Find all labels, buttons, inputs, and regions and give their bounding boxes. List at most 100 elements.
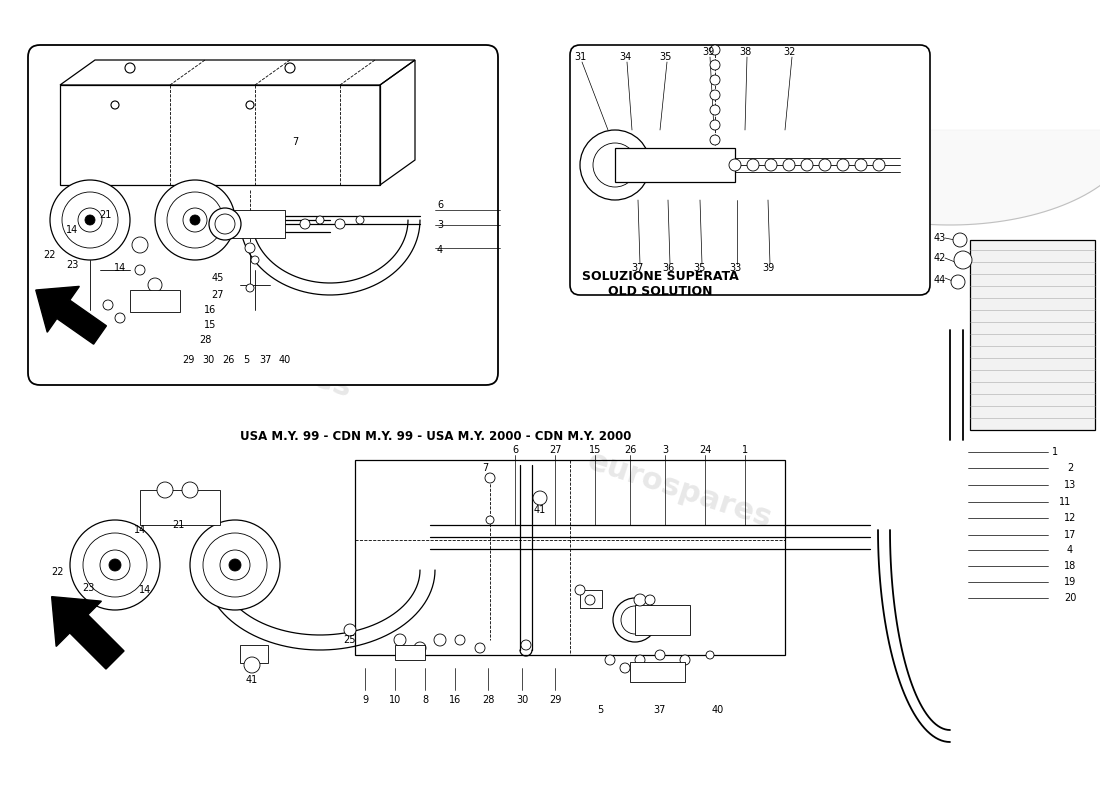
Text: 6: 6: [437, 200, 443, 210]
Circle shape: [645, 595, 654, 605]
Circle shape: [521, 640, 531, 650]
Circle shape: [837, 159, 849, 171]
Bar: [130, 290, 180, 312]
Circle shape: [434, 634, 446, 646]
Bar: [230, 210, 285, 238]
Circle shape: [952, 275, 965, 289]
Circle shape: [62, 192, 118, 248]
Circle shape: [953, 233, 967, 247]
Circle shape: [111, 101, 119, 109]
Text: 6: 6: [512, 445, 518, 455]
Circle shape: [710, 45, 720, 55]
Text: 41: 41: [246, 675, 258, 685]
Text: 7: 7: [292, 137, 298, 147]
Circle shape: [873, 159, 886, 171]
Circle shape: [82, 533, 147, 597]
Text: 20: 20: [1064, 593, 1076, 603]
Bar: [630, 662, 685, 682]
Polygon shape: [764, 130, 1100, 225]
Circle shape: [50, 180, 130, 260]
Text: 21: 21: [99, 210, 111, 220]
Text: eurospares: eurospares: [164, 317, 356, 403]
Text: 3: 3: [437, 220, 443, 230]
Text: eurospares: eurospares: [584, 446, 776, 534]
Text: 38: 38: [739, 47, 751, 57]
Circle shape: [190, 215, 200, 225]
Circle shape: [593, 143, 637, 187]
Text: 37: 37: [258, 355, 272, 365]
Circle shape: [167, 192, 223, 248]
Circle shape: [229, 559, 241, 571]
Circle shape: [475, 643, 485, 653]
Text: 34: 34: [619, 52, 631, 62]
Text: 3: 3: [662, 445, 668, 455]
Circle shape: [85, 215, 95, 225]
Text: eurospares: eurospares: [164, 111, 356, 198]
Text: 21: 21: [172, 520, 184, 530]
Circle shape: [710, 120, 720, 130]
Text: 14: 14: [134, 525, 146, 535]
Circle shape: [251, 256, 258, 264]
Circle shape: [246, 101, 254, 109]
Bar: [580, 590, 602, 608]
Text: 26: 26: [624, 445, 636, 455]
Text: 5: 5: [597, 705, 603, 715]
Text: 32: 32: [784, 47, 796, 57]
Circle shape: [620, 663, 630, 673]
Text: 18: 18: [1064, 561, 1076, 571]
Circle shape: [801, 159, 813, 171]
FancyBboxPatch shape: [28, 45, 498, 385]
Circle shape: [125, 63, 135, 73]
Text: 25: 25: [343, 635, 356, 645]
Bar: [970, 240, 1094, 430]
Circle shape: [486, 516, 494, 524]
Text: 33: 33: [729, 263, 741, 273]
Bar: [140, 490, 220, 525]
Circle shape: [190, 520, 280, 610]
Text: 45: 45: [212, 273, 224, 283]
Circle shape: [613, 598, 657, 642]
Circle shape: [103, 300, 113, 310]
Text: 30: 30: [516, 695, 528, 705]
Circle shape: [605, 655, 615, 665]
Text: 40: 40: [279, 355, 292, 365]
Circle shape: [729, 159, 741, 171]
Circle shape: [100, 550, 130, 580]
Circle shape: [710, 105, 720, 115]
Circle shape: [783, 159, 795, 171]
Circle shape: [214, 214, 235, 234]
Circle shape: [285, 63, 295, 73]
Text: 44: 44: [934, 275, 946, 285]
Circle shape: [132, 237, 148, 253]
Bar: [635, 605, 690, 635]
Text: 14: 14: [139, 585, 151, 595]
Bar: [395, 645, 425, 660]
Circle shape: [580, 130, 650, 200]
Text: 1: 1: [741, 445, 748, 455]
Circle shape: [155, 180, 235, 260]
Circle shape: [635, 655, 645, 665]
Text: 15: 15: [204, 320, 217, 330]
Circle shape: [109, 559, 121, 571]
Text: 11: 11: [1059, 497, 1071, 507]
Text: 13: 13: [1064, 480, 1076, 490]
Circle shape: [316, 216, 324, 224]
Circle shape: [204, 533, 267, 597]
Circle shape: [157, 482, 173, 498]
Bar: [240, 645, 268, 663]
Circle shape: [710, 75, 720, 85]
Circle shape: [680, 655, 690, 665]
Text: 22: 22: [44, 250, 56, 260]
Text: 28: 28: [482, 695, 494, 705]
Circle shape: [820, 159, 830, 171]
Circle shape: [78, 208, 102, 232]
Circle shape: [148, 278, 162, 292]
Circle shape: [394, 634, 406, 646]
Circle shape: [414, 642, 426, 654]
Circle shape: [710, 90, 720, 100]
Text: 35: 35: [659, 52, 671, 62]
Polygon shape: [52, 597, 124, 669]
Text: 9: 9: [362, 695, 369, 705]
Circle shape: [70, 520, 160, 610]
Circle shape: [710, 60, 720, 70]
